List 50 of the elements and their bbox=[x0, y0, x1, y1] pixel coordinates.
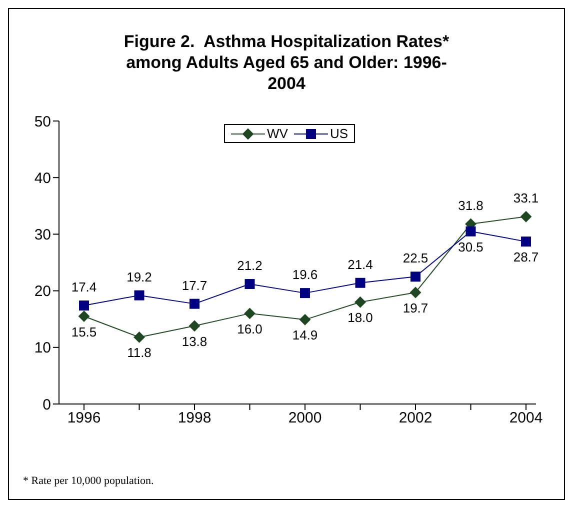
y-tick-label: 50 bbox=[34, 113, 51, 130]
y-tick-label: 0 bbox=[42, 396, 51, 414]
point bbox=[410, 272, 420, 282]
data-label: 18.0 bbox=[348, 310, 373, 326]
x-tick-label: 2002 bbox=[398, 410, 432, 427]
point bbox=[466, 226, 476, 236]
point bbox=[300, 288, 310, 298]
point bbox=[410, 287, 421, 298]
point bbox=[300, 314, 310, 326]
point bbox=[79, 300, 89, 311]
point bbox=[244, 279, 255, 290]
data-label: 17.7 bbox=[182, 278, 208, 293]
data-label: 11.8 bbox=[127, 345, 152, 360]
data-label: 22.5 bbox=[402, 250, 428, 266]
data-label: 19.7 bbox=[402, 300, 428, 316]
data-label: 28.7 bbox=[513, 250, 539, 265]
legend-label: WV bbox=[267, 126, 288, 141]
chart-title: Figure 2. Asthma Hospitalization Rates* among Adults Aged 65 and Older: 1996-2004 bbox=[122, 31, 450, 94]
y-tick-label: 10 bbox=[34, 340, 51, 357]
data-label: 19.2 bbox=[126, 269, 152, 284]
point bbox=[78, 310, 90, 322]
text: * Rate per 10,000 population. bbox=[23, 475, 154, 487]
data-label: 30.5 bbox=[458, 239, 484, 254]
data-label: 16.0 bbox=[237, 321, 262, 336]
data-label: 14.9 bbox=[292, 328, 318, 343]
data-label: 21.4 bbox=[348, 256, 373, 272]
point bbox=[190, 298, 200, 309]
x-tick-label: 1996 bbox=[67, 410, 101, 427]
data-label: 17.4 bbox=[71, 280, 97, 295]
point bbox=[521, 236, 531, 247]
point bbox=[355, 278, 366, 288]
x-tick-label: 2004 bbox=[509, 410, 543, 427]
data-label: 19.6 bbox=[292, 267, 318, 282]
point bbox=[354, 296, 366, 308]
x-tick-label: 2000 bbox=[288, 410, 322, 427]
data-label: 15.5 bbox=[71, 324, 97, 340]
point bbox=[189, 320, 200, 332]
data-label: 33.1 bbox=[513, 190, 539, 206]
y-tick-label: 30 bbox=[34, 226, 51, 244]
point bbox=[134, 332, 145, 343]
y-tick-label: 20 bbox=[34, 283, 51, 300]
data-label: 31.8 bbox=[458, 198, 484, 214]
x-tick-label: 1998 bbox=[178, 410, 212, 427]
data-label: 13.8 bbox=[182, 334, 208, 349]
legend-label: US bbox=[330, 126, 348, 141]
point bbox=[244, 308, 256, 319]
point bbox=[134, 290, 144, 300]
y-tick-label: 40 bbox=[34, 170, 51, 187]
data-label: 21.2 bbox=[237, 258, 262, 274]
point bbox=[520, 211, 532, 222]
